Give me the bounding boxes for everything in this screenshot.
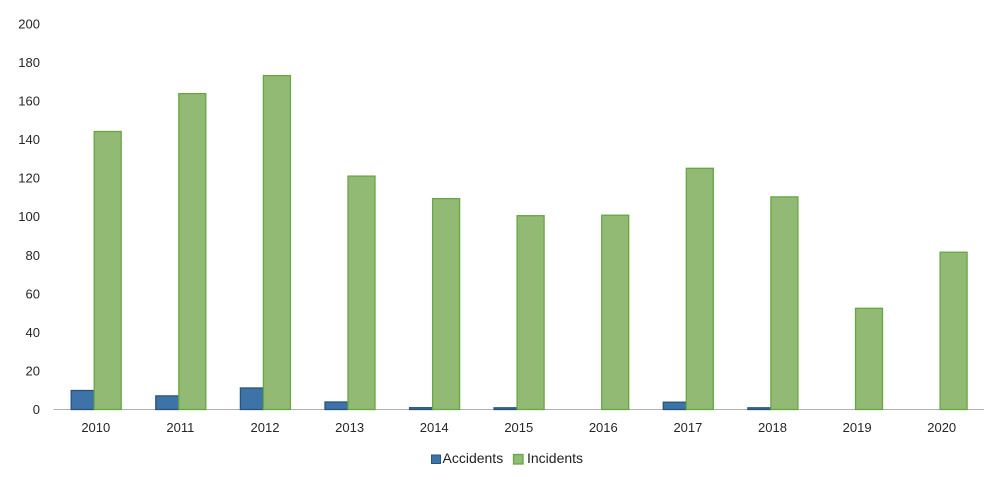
- svg-text:100: 100: [18, 209, 40, 224]
- svg-text:2010: 2010: [81, 420, 110, 435]
- svg-text:Accidents: Accidents: [443, 450, 504, 466]
- svg-text:180: 180: [18, 55, 40, 70]
- svg-text:60: 60: [26, 286, 40, 301]
- svg-text:2019: 2019: [843, 420, 872, 435]
- svg-text:140: 140: [18, 132, 40, 147]
- svg-text:2020: 2020: [927, 420, 956, 435]
- svg-text:120: 120: [18, 171, 40, 186]
- svg-text:0: 0: [33, 402, 40, 417]
- svg-text:2017: 2017: [673, 420, 702, 435]
- svg-text:2018: 2018: [758, 420, 787, 435]
- svg-text:2013: 2013: [335, 420, 364, 435]
- svg-text:2014: 2014: [420, 420, 449, 435]
- svg-text:80: 80: [26, 248, 40, 263]
- svg-text:20: 20: [26, 363, 40, 378]
- svg-text:40: 40: [26, 325, 40, 340]
- svg-text:2012: 2012: [251, 420, 280, 435]
- svg-text:Incidents: Incidents: [527, 450, 583, 466]
- svg-text:160: 160: [18, 94, 40, 109]
- svg-text:2011: 2011: [166, 420, 194, 435]
- svg-text:2016: 2016: [589, 420, 618, 435]
- svg-text:200: 200: [18, 17, 40, 32]
- svg-text:2015: 2015: [504, 420, 533, 435]
